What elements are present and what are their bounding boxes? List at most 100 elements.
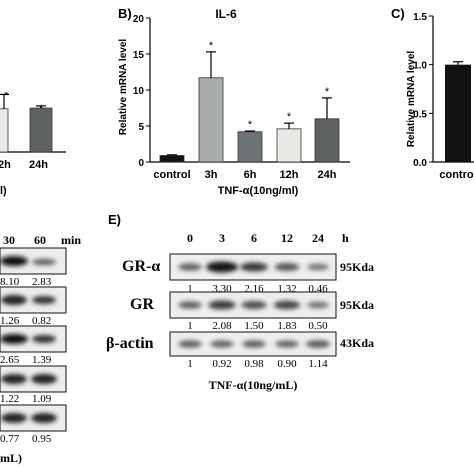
- blot-d-value: 1.09: [32, 393, 52, 405]
- blot-d-value: 1.22: [0, 393, 19, 405]
- blot-d-band: [31, 413, 57, 423]
- blot-d-value: 0.95: [32, 433, 52, 445]
- blot-e-value: 0.98: [244, 358, 264, 370]
- blot-e-bands-beta-actin: [178, 340, 331, 348]
- chart-b-bar: [314, 118, 340, 163]
- blot-d-value: 8.10: [0, 276, 20, 288]
- chart-b-y-tick-label: 5: [138, 122, 144, 133]
- blot-e-band: [274, 263, 300, 271]
- blot-d-value: 0.77: [0, 433, 20, 445]
- blot-e-time-unit: h: [342, 231, 349, 245]
- blot-e-value: 1: [187, 358, 193, 370]
- chart-b-bar: [198, 77, 224, 163]
- blot-e-size-gr-alpha: 95Kda: [340, 260, 374, 274]
- blot-d-band: [32, 335, 56, 343]
- blot-e-value: 1.83: [277, 320, 297, 332]
- panel-a-star: *: [39, 103, 44, 115]
- blot-d-value: 2.83: [32, 276, 52, 288]
- chart-b-y-tick-label: 15: [133, 50, 145, 61]
- blot-d-value: 1.39: [32, 354, 52, 366]
- blot-e-row-label-gr: GR: [130, 296, 154, 313]
- blot-e-band: [242, 340, 266, 348]
- chart-b-bar: [237, 131, 263, 163]
- blot-e-band: [178, 263, 202, 271]
- chart-b-x-tick-label: 6h: [244, 169, 257, 181]
- blot-d-band: [31, 374, 57, 384]
- chart-b-x-tick-label: 24h: [318, 169, 337, 181]
- blot-e-band: [206, 261, 238, 273]
- blot-d-band: [1, 413, 27, 423]
- blot-e-x-axis-label: TNF-α(10ng/mL): [209, 378, 298, 392]
- chart-c-bars: 0.0 0.5 1.0 1.5: [413, 12, 471, 169]
- blot-d-time-unit: min: [61, 233, 81, 247]
- blot-e-band: [275, 340, 299, 348]
- panel-c: C) Relative mRNA level 0.0 0.5 1.0 1.5 cont…: [391, 6, 474, 181]
- panel-e: E) 0 3 6 12 24 h GR-α 95Kda 1 3.30 2.16 1.32 0.4…: [106, 212, 374, 392]
- panel-d-partial: 30 60 min 8.10 2.83 1.26 0.82 2.65 1.39 …: [0, 233, 81, 465]
- blot-e-value: 1: [187, 283, 193, 295]
- chart-c-y-tick-label: 1.5: [413, 12, 427, 23]
- chart-c-x-tick-label: control: [439, 169, 474, 181]
- panel-a-bars: [0, 93, 53, 153]
- chart-c-y-tick-label: 1.0: [413, 61, 427, 72]
- chart-c-y-tick-label: 0.0: [413, 158, 427, 169]
- panel-a-partial: 2h 24h * * l): [0, 90, 66, 197]
- panel-b-label: B): [118, 6, 132, 21]
- blot-e-band: [273, 300, 301, 310]
- blot-e-values-beta-actin: 1 0.92 0.98 0.90 1.14: [187, 358, 328, 370]
- blot-e-band: [241, 300, 267, 310]
- chart-b-y-axis-label: Relative mRNA level: [118, 39, 129, 136]
- blot-e-value: 0.50: [308, 320, 328, 332]
- blot-d-band: [1, 295, 27, 305]
- chart-b-y-tick-label: 10: [133, 86, 145, 97]
- chart-b-x-tick-label: 12h: [280, 169, 299, 181]
- blot-e-band: [208, 300, 236, 310]
- chart-b-bar: [159, 155, 185, 163]
- blot-e-time-labels: 0 3 6 12 24: [187, 231, 324, 245]
- blot-d-time-label: 60: [34, 233, 46, 247]
- blot-e-band: [178, 301, 202, 309]
- blot-e-values-gr: 1 2.08 1.50 1.83 0.50: [187, 320, 328, 332]
- blot-e-time-label: 3: [219, 231, 225, 245]
- blot-e-band: [307, 301, 329, 309]
- chart-b-x-tick-labels: control 3h 6h 12h 24h: [153, 169, 336, 181]
- blot-e-time-label: 24: [312, 231, 324, 245]
- blot-e-size-beta-actin: 43Kda: [340, 336, 374, 350]
- panel-a-tick-label: 2h: [0, 159, 11, 171]
- blot-e-value: 2.08: [212, 320, 232, 332]
- panel-c-label: C): [391, 6, 405, 21]
- panel-e-label: E): [108, 212, 121, 227]
- blot-e-row-label-beta-actin: β-actin: [106, 335, 154, 352]
- blot-e-time-label: 0: [187, 231, 193, 245]
- chart-b-significance-star: *: [287, 111, 292, 123]
- blot-e-row-label-gr-alpha: GR-α: [122, 258, 160, 275]
- chart-b-x-tick-label: control: [153, 169, 190, 181]
- panel-a-tick-label: 24h: [29, 159, 48, 171]
- panel-a-xlabel-fragment: l): [0, 185, 7, 197]
- blot-d-band: [32, 296, 56, 304]
- chart-b-y-tick-label: 0: [138, 158, 144, 169]
- chart-b-significance-star: *: [248, 119, 253, 131]
- chart-b-y-ticks: 0 5 10 15 20: [133, 14, 150, 169]
- blot-d-band: [1, 374, 27, 384]
- blot-d-value: 0.82: [32, 315, 51, 327]
- blot-e-value: 0.90: [277, 358, 297, 370]
- blot-e-size-gr: 95Kda: [340, 298, 374, 312]
- chart-c-y-tick-label: 0.5: [413, 109, 427, 120]
- blot-e-time-label: 12: [281, 231, 293, 245]
- blot-e-time-label: 6: [251, 231, 257, 245]
- chart-b-x-axis-label: TNF-α(10ng/ml): [218, 185, 299, 197]
- blot-e-band: [210, 340, 234, 348]
- chart-b-significance-star: *: [209, 40, 214, 52]
- panel-a-bar: [0, 108, 9, 153]
- blot-d-value: 1.26: [0, 315, 20, 327]
- chart-c-y-axis-label: Relative mRNA level: [406, 51, 417, 148]
- blot-e-band: [305, 340, 331, 348]
- chart-b-bar: [276, 128, 302, 163]
- panel-a-star: *: [4, 90, 9, 102]
- blot-e-value: 1: [187, 320, 193, 332]
- blot-d-value: 2.65: [0, 354, 20, 366]
- blot-d-band: [0, 334, 28, 344]
- chart-b-title: IL-6: [215, 7, 237, 21]
